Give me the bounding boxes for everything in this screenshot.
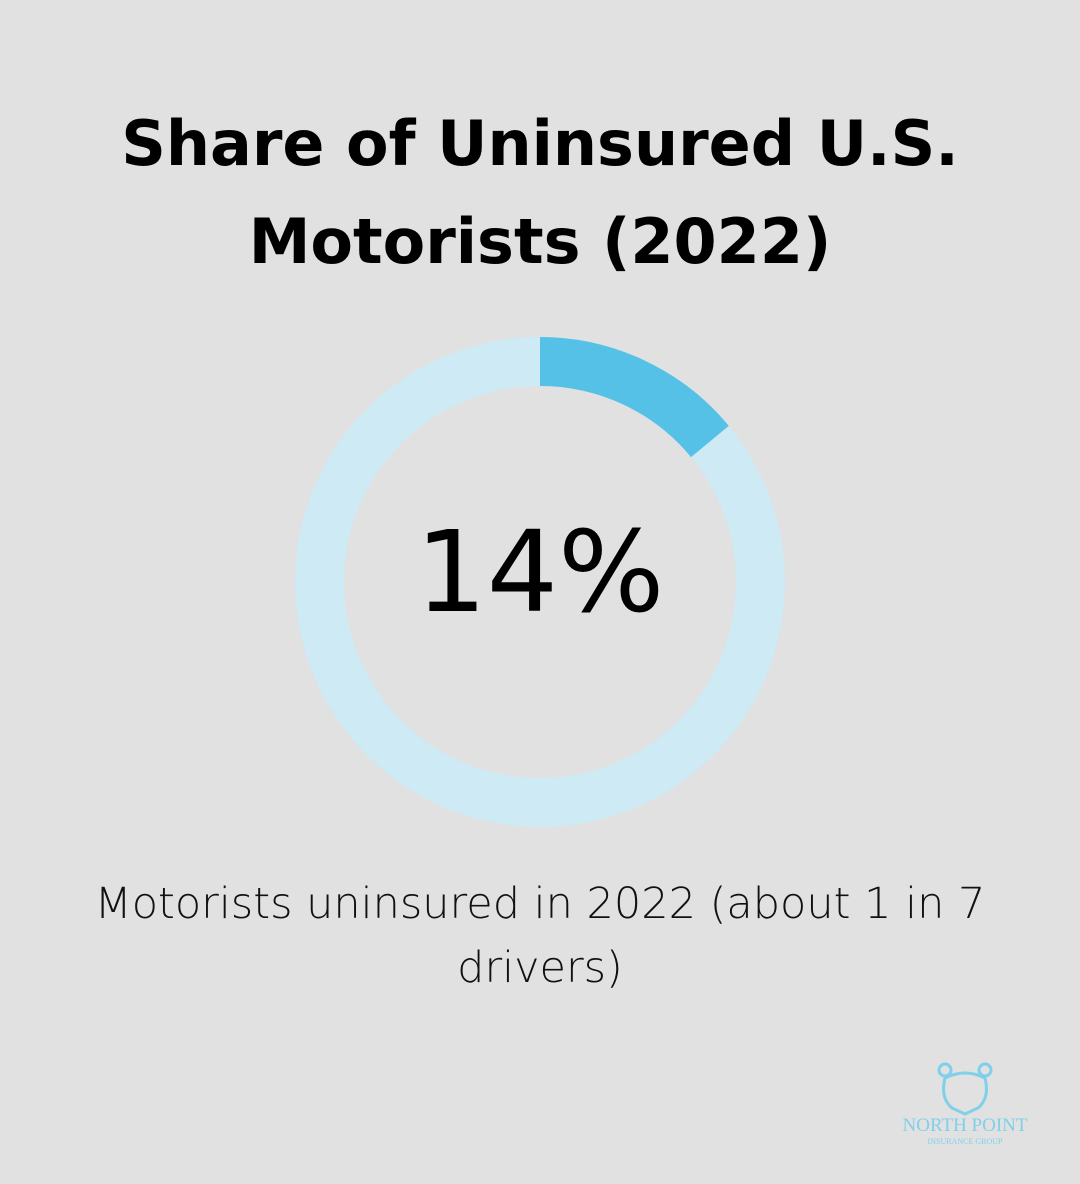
logo-icon [937, 1062, 993, 1116]
bear-head [942, 1071, 988, 1116]
caption: Motorists uninsured in 2022 (about 1 in … [94, 879, 986, 993]
value-label: 14% [416, 508, 665, 638]
bear-ear [937, 1062, 953, 1078]
bear-ear [977, 1062, 993, 1078]
logo-tagline: INSURANCE GROUP [927, 1137, 1003, 1146]
chart-title: Share of Uninsured U.S. Motorists (2022) [121, 107, 959, 278]
donut-segment [539, 337, 729, 458]
logo-name: NORTH POINT [902, 1115, 1028, 1136]
